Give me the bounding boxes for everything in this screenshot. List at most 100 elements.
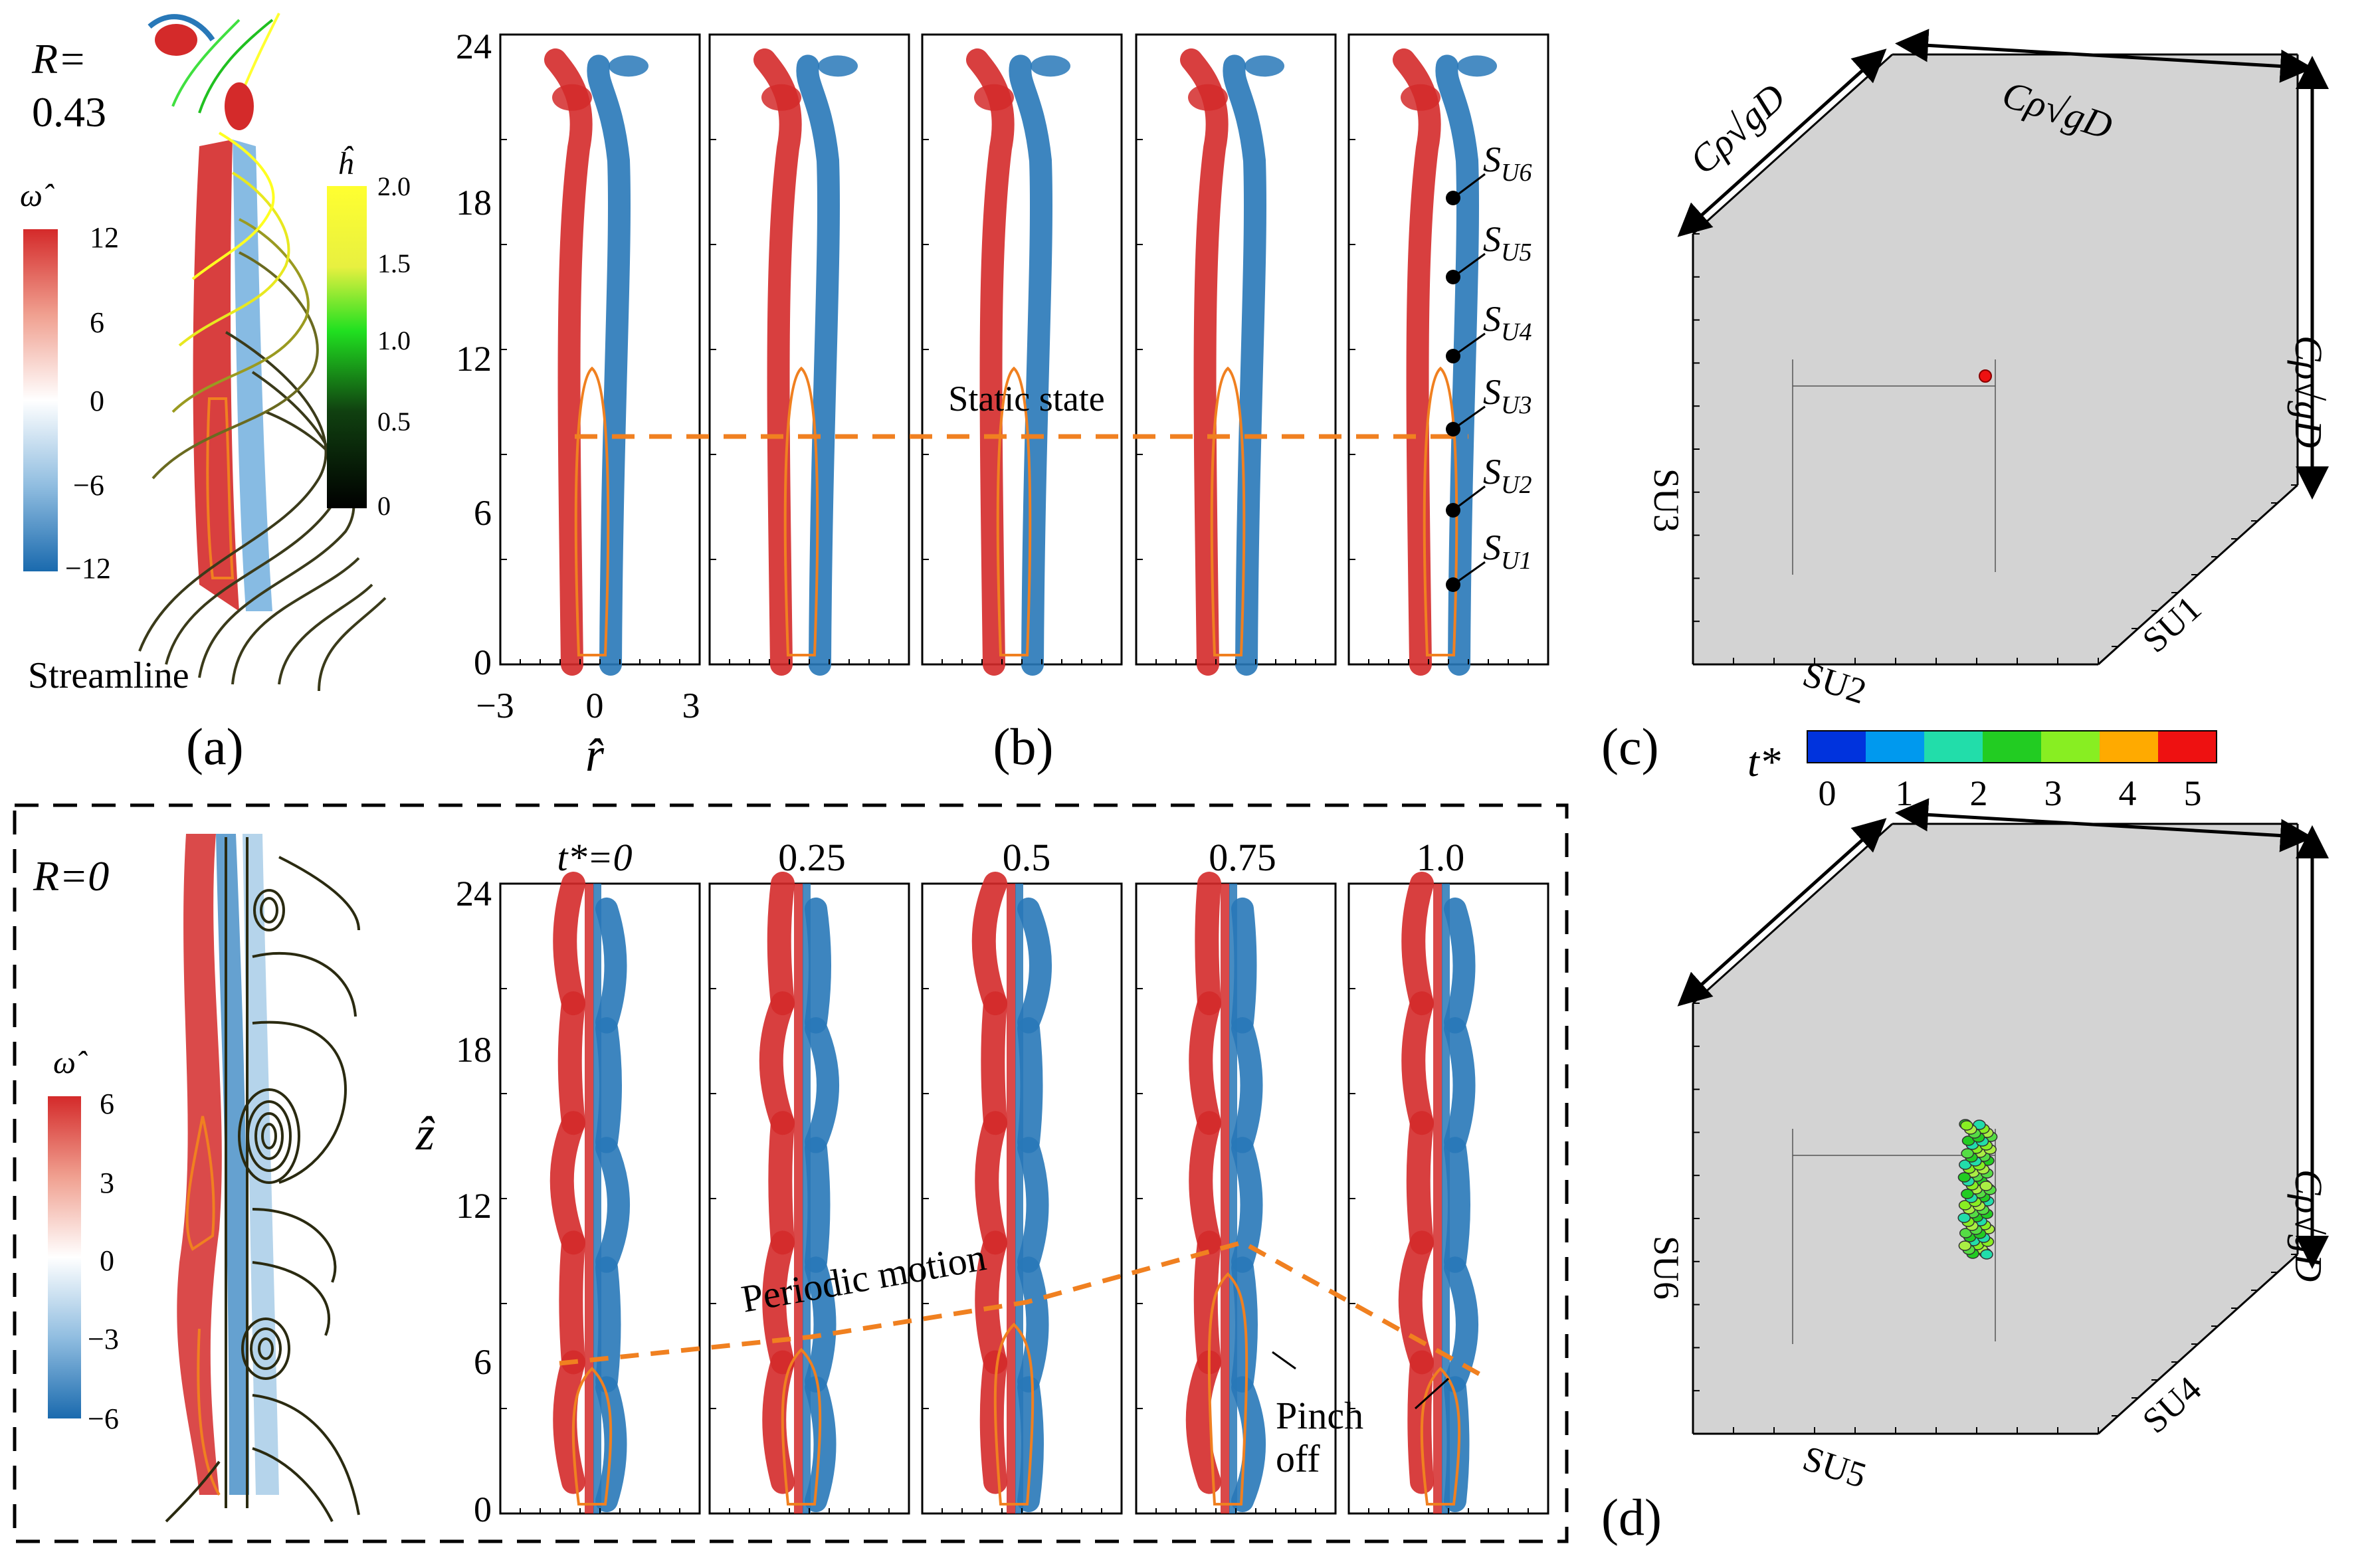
svg-text:SU3: SU3 (1483, 372, 1532, 419)
h-colorbar-ticks: 2.0 1.5 1.0 0.5 0 (377, 171, 411, 521)
omega-colorbar (23, 229, 58, 571)
omega-colorbar-ticks: 12 6 0 −6 −12 (65, 221, 119, 585)
contour-subpanel (921, 33, 1123, 676)
probe-sub: U6 (1501, 159, 1532, 187)
h-tick: 1.0 (377, 326, 411, 355)
t-colorbar-segment (2100, 731, 2159, 763)
omega-tick: −6 (73, 469, 104, 502)
probe-label: S (1483, 219, 1501, 259)
t-colorbar-segments (1807, 731, 2217, 763)
time-label: 0.25 (778, 836, 846, 879)
t-colorbar-segment (1924, 731, 1983, 763)
panel-a: R= 0.43 ω̂ 12 6 0 −6 −12 (20, 13, 411, 775)
attractor-cluster (1957, 1119, 1998, 1260)
panel-d: Cρ√gD SU6 SU5 SU4 (d) (1601, 798, 2330, 1546)
cluster-point (1957, 1213, 1971, 1223)
probe-sub: U1 (1501, 547, 1532, 575)
panel-bottom-flow (165, 834, 360, 1523)
axis-label-d-vertical: SU6 (1646, 1236, 1686, 1300)
probe-label: S (1483, 140, 1501, 179)
bottom-z-tick: 24 (456, 874, 492, 914)
contour-subpanel (1347, 872, 1549, 1515)
axis-label-d-front: SU5 (1798, 1438, 1871, 1496)
h-tick: 1.5 (377, 248, 411, 278)
t-colorbar-title: t* (1747, 738, 1781, 785)
axis-label-c-vertical: SU3 (1646, 468, 1686, 532)
edge-label-d-right: Cρ√gD (2287, 1169, 2330, 1282)
bottom-omega-tick: −3 (88, 1323, 119, 1355)
omega-tick: 0 (90, 385, 104, 417)
panel-b-subpanels (499, 33, 1549, 676)
cluster-point (1961, 1148, 1974, 1159)
streamline-label: Streamline (28, 655, 189, 696)
t-tick: 5 (2184, 773, 2202, 813)
t-colorbar: t* 0 1 2 3 4 5 (1747, 730, 2217, 813)
h-colorbar-title: ĥ (338, 146, 354, 181)
svg-text:SU1: SU1 (1483, 528, 1532, 575)
z-tick: 6 (474, 493, 492, 533)
panel-b-z-ticks: 24 18 12 6 0 (456, 27, 492, 682)
contour-subpanel (708, 872, 910, 1515)
panel-a-R-label: R= (31, 35, 86, 82)
h-tick: 0 (377, 491, 391, 521)
z-tick: 18 (456, 183, 492, 223)
probe-label: S (1483, 528, 1501, 567)
panel-a-R-value: 0.43 (32, 88, 106, 136)
t-colorbar-segment (1983, 731, 2042, 763)
omega-tick: 12 (90, 221, 119, 254)
t-tick: 1 (1896, 773, 1914, 813)
svg-text:SU4: SU4 (1483, 299, 1532, 346)
bottom-omega-tick: 6 (100, 1088, 114, 1120)
pinch-off-label-1: Pinch (1276, 1394, 1363, 1437)
z-axis-label: ẑ (415, 1107, 435, 1160)
omega-tick: −12 (65, 552, 111, 585)
cluster-point (1958, 1240, 1972, 1251)
attractor-point (1979, 369, 1992, 383)
z-tick: 0 (474, 642, 492, 682)
r-tick: −3 (476, 686, 514, 726)
t-colorbar-segment (1866, 731, 1925, 763)
probe-sub: U4 (1501, 318, 1532, 346)
cluster-point (1960, 1120, 1973, 1131)
h-tick: 0.5 (377, 407, 411, 437)
time-label: 0.75 (1209, 836, 1276, 879)
probe-sub: U5 (1501, 239, 1532, 266)
cube-d (1677, 798, 2329, 1435)
panel-bottom-R-label: R=0 (33, 852, 109, 900)
contour-subpanel (1347, 33, 1549, 676)
panel-c: Cρ√gD Cρ√gD Cρ√gD SU3 SU2 SU1 (c) (1601, 29, 2330, 775)
t-colorbar-segment (1807, 731, 1866, 763)
probe-label: S (1483, 452, 1501, 492)
cluster-point (1979, 1181, 1993, 1191)
r-axis-label: r̂ (585, 728, 605, 781)
edge-label-c-right: Cρ√gD (2287, 336, 2330, 448)
panel-b-r-ticks: −3 0 3 (476, 686, 700, 726)
time-label: 1.0 (1417, 836, 1465, 879)
time-labels: t*=0 0.25 0.5 0.75 1.0 (557, 836, 1464, 879)
periodic-motion-line (559, 1240, 1483, 1378)
bottom-omega-tick: 0 (100, 1244, 114, 1277)
bottom-omega-tick: 3 (100, 1167, 114, 1199)
contour-subpanel (499, 872, 701, 1515)
panel-b: 24 18 12 6 0 −3 0 3 r̂ Static state (456, 27, 1549, 781)
t-colorbar-segment (2158, 731, 2217, 763)
caption-d: (d) (1601, 1488, 1662, 1546)
bottom-subpanels (499, 872, 1549, 1515)
panel-bottom: R=0 ω̂ 6 3 0 −3 −6 (13, 803, 1569, 1543)
pinch-off-label-2: off (1276, 1437, 1320, 1480)
bottom-dashed-frame (13, 803, 1569, 1543)
omega-tick: 6 (90, 306, 104, 339)
z-tick: 24 (456, 27, 492, 66)
time-label: t*=0 (557, 836, 632, 879)
cube-c (1677, 29, 2329, 666)
t-tick: 3 (2044, 773, 2062, 813)
panel-a-plume (138, 13, 387, 692)
t-tick: 4 (2119, 773, 2137, 813)
h-tick: 2.0 (377, 171, 411, 201)
contour-subpanel (1135, 33, 1337, 676)
caption-b: (b) (993, 718, 1054, 775)
time-label: 0.5 (1003, 836, 1051, 879)
h-colorbar (327, 186, 367, 508)
bottom-omega-tick: −6 (88, 1403, 119, 1435)
